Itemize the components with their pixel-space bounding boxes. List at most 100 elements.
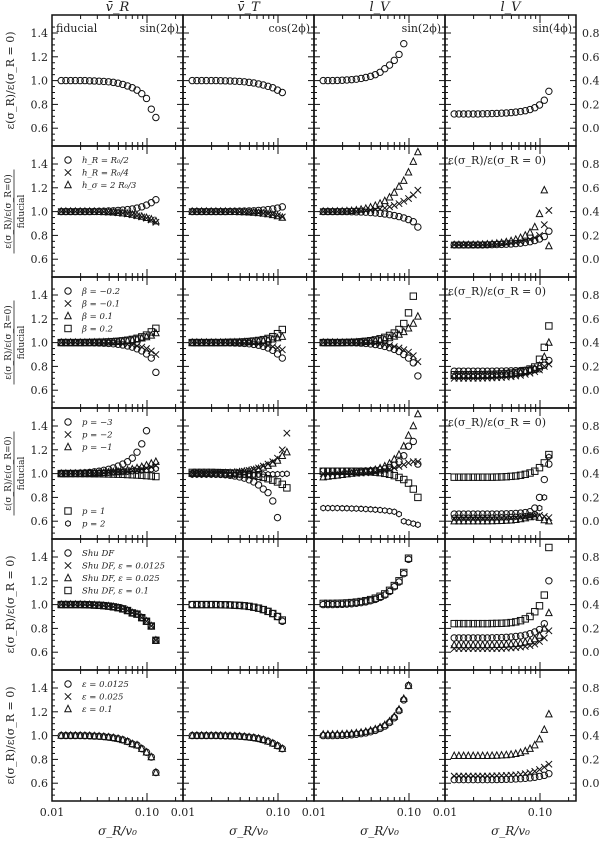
x-axis-label: σ_R/v₀ [360,824,399,838]
right-y-tick-label: 0.2 [582,360,600,373]
data-points [57,76,160,122]
y-axis-label: ε(σ_R)/ε(σ_R=0) fiducial [3,169,27,254]
panel [313,276,446,409]
panel [313,538,446,671]
data-points [188,600,287,625]
y-tick-label: 0.6 [31,515,49,528]
right-y-tick-label: 0.4 [582,468,600,481]
right-y-tick-label: 0.2 [582,491,600,504]
legend-label: ε = 0.1 [82,705,113,715]
data-points [450,87,553,118]
y-tick-label: 0.8 [31,360,49,373]
y-tick-label: 0.8 [31,491,49,504]
right-y-tick-label: 0.0 [582,777,600,790]
right-y-tick-label: 0.4 [582,75,600,88]
right-y-tick-label: 0.6 [582,51,600,64]
legend-label: p = 1 [82,507,105,517]
panel-ratio-label: ε(σ_R)/ε(σ_R = 0) [448,154,546,167]
legend-label: p = −2 [82,431,113,441]
x-axis-label: σ_R/v₀ [229,824,268,838]
legend-label: Shu DF, ε = 0.025 [82,574,160,584]
panel [182,669,315,802]
right-y-tick-label: 0.4 [582,730,600,743]
data-points [450,185,553,250]
y-tick-label: 0.6 [31,253,49,266]
right-y-tick-label: 0.8 [582,551,600,564]
x-tick-label: 0.01 [40,806,65,819]
panel [51,669,184,802]
y-tick-label: 0.8 [31,229,49,242]
panel [51,407,184,540]
svg-text:fiducial: fiducial [17,457,27,491]
y-tick-label: 1.2 [31,313,49,326]
x-tick-label: 0.10 [135,806,160,819]
data-points [57,599,160,644]
x-axis-label: σ_R/v₀ [98,824,137,838]
legend-label: p = −3 [82,418,113,428]
row-2: 1.4 1.2 1.0 0.8 0.6 0.8 0.6 0.4 0.2 0.0 ε(σ_R)/ε(σ… [3,276,600,409]
panel [182,276,315,409]
legend-label: Shu DF, ε = 0.0125 [82,562,165,572]
y-tick-label: 1.4 [31,420,49,433]
data-points [188,76,287,97]
x-tick-label: 0.01 [171,806,196,819]
panel [313,145,446,278]
x-tick-label: 0.10 [528,806,553,819]
right-y-tick-label: 0.6 [582,575,600,588]
legend: p = −3 p = −2 p = −1 p = 1 p = 2 [63,418,113,530]
mode-label: sin(2ϕ) [402,22,441,35]
data-points [188,325,287,362]
y-tick-label: 0.6 [31,122,49,135]
right-y-tick-label: 0.2 [582,229,600,242]
panel [313,407,446,540]
right-y-tick-label: 0.6 [582,444,600,457]
y-tick-label: 0.6 [31,384,49,397]
data-points [57,324,160,377]
legend-label: β = −0.1 [81,300,120,310]
y-axis-label: ε(σ_R)/ε(σ_R = 0) [4,555,17,653]
right-y-tick-label: 0.4 [582,337,600,350]
data-points [319,292,422,380]
right-y-tick-label: 0.2 [582,622,600,635]
column-title: v̄_T [237,0,261,15]
data-points [319,40,408,85]
data-points [188,429,291,522]
right-y-tick-label: 0.6 [582,313,600,326]
legend-label: Shu DF, ε = 0.1 [82,587,149,597]
y-tick-label: 1.0 [31,599,49,612]
mode-label: sin(2ϕ) [140,22,179,35]
y-tick-label: 1.2 [31,444,49,457]
y-tick-label: 0.8 [31,753,49,766]
svg-text:fiducial: fiducial [17,326,27,360]
y-tick-label: 1.4 [31,289,49,302]
legend: ε = 0.0125 ε = 0.025 ε = 0.1 [63,680,129,715]
svg-text:ε(σ_R)/ε(σ_R=0): ε(σ_R)/ε(σ_R=0) [3,436,14,511]
legend-label: β = 0.2 [81,325,113,335]
y-tick-label: 0.8 [31,622,49,635]
data-points [450,450,553,525]
data-points [57,196,160,226]
legend: β = −0.2 β = −0.1 β = 0.1 β = 0.2 [63,287,120,335]
row-0: 1.4 1.2 1.0 0.8 0.6 0.8 0.6 0.4 0.2 0.0 ε(σ_R)/ε(σ… [4,14,600,147]
x-tick-label: 0.10 [397,806,422,819]
data-points [57,427,160,481]
data-points [188,203,287,221]
legend-label: h_R = R₀/2 [82,156,129,166]
right-y-tick-label: 0.4 [582,599,600,612]
x-axis-label: σ_R/v₀ [491,824,530,838]
svg-text:fiducial: fiducial [17,195,27,229]
row-3: 1.4 1.2 1.0 0.8 0.6 0.8 0.6 0.4 0.2 0.0 ε(σ_R)/ε(σ… [3,407,600,540]
right-y-tick-label: 0.6 [582,706,600,719]
right-y-tick-label: 0.0 [582,122,600,135]
y-tick-label: 1.4 [31,158,49,171]
right-y-tick-label: 0.4 [582,206,600,219]
y-tick-label: 1.0 [31,75,49,88]
legend: h_R = R₀/2 h_R = R₀/4 h_σ = 2 R₀/3 [63,156,136,191]
data-points [450,543,553,653]
legend: Shu DF Shu DF, ε = 0.0125 Shu DF, ε = 0.02… [63,549,165,597]
column-title: l_V [369,0,391,15]
panel [313,669,446,802]
right-y-tick-label: 0.8 [582,289,600,302]
x-tick-label: 0.01 [433,806,458,819]
